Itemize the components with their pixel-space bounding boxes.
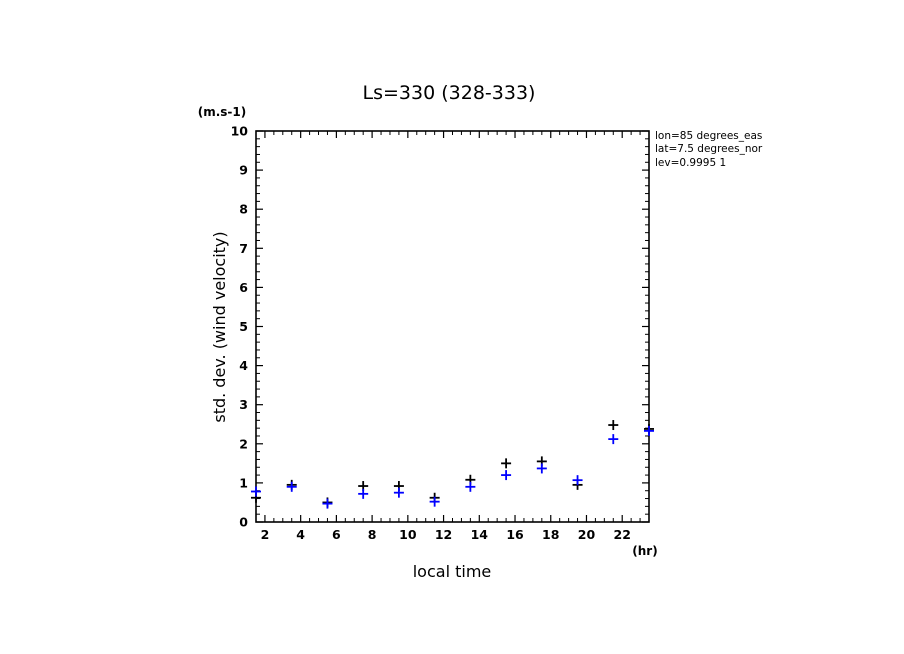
- plot-frame: [255, 130, 650, 523]
- x-tick-label: 10: [399, 527, 417, 542]
- x-tick-label: 8: [368, 527, 377, 542]
- annotation-lon: lon=85 degrees_eas: [655, 130, 762, 142]
- series-2-point: [572, 475, 583, 486]
- x-tick-label: 22: [614, 527, 631, 542]
- annotation-lat: lat=7.5 degrees_nor: [655, 143, 763, 155]
- y-tick-label: 3: [239, 397, 248, 412]
- x-tick-label: 4: [296, 527, 305, 542]
- y-unit-label: (m.s-1): [198, 105, 247, 119]
- series-2-point: [465, 481, 476, 492]
- y-tick-label: 10: [231, 124, 249, 139]
- x-tick-label: 14: [471, 527, 489, 542]
- x-tick-label: 2: [261, 527, 270, 542]
- x-tick-label: 18: [542, 527, 559, 542]
- y-tick-label: 8: [239, 202, 248, 217]
- series-2-point: [251, 486, 261, 497]
- series-2-point: [501, 470, 512, 481]
- y-axis-label: std. dev. (wind velocity): [210, 231, 229, 422]
- series-2-point: [322, 498, 333, 509]
- y-tick-label: 9: [239, 163, 248, 178]
- series-1-point: [501, 458, 512, 469]
- x-axis-label: local time: [413, 562, 492, 581]
- chart-title: Ls=330 (328-333): [363, 82, 536, 104]
- series-1-point: [608, 420, 619, 431]
- x-unit-label: (hr): [632, 544, 657, 558]
- series-2-point: [536, 463, 547, 474]
- series-2-point: [429, 496, 440, 507]
- series-2-point: [608, 434, 619, 445]
- y-tick-label: 1: [239, 475, 248, 490]
- series-2-point: [393, 487, 404, 498]
- y-tick-label: 5: [239, 319, 248, 334]
- series-2-point: [286, 481, 297, 492]
- x-tick-label: 20: [578, 527, 596, 542]
- x-tick-label: 12: [435, 527, 452, 542]
- series-2-point: [358, 488, 369, 499]
- y-tick-label: 2: [239, 436, 248, 451]
- x-tick-label: 16: [506, 527, 524, 542]
- y-tick-label: 4: [239, 358, 248, 373]
- y-tick-label: 7: [239, 241, 248, 256]
- series-2-point: [644, 425, 654, 436]
- annotation-lev: lev=0.9995 1: [655, 157, 726, 169]
- y-tick-label: 0: [239, 515, 248, 530]
- x-tick-label: 6: [332, 527, 341, 542]
- y-tick-label: 6: [239, 280, 248, 295]
